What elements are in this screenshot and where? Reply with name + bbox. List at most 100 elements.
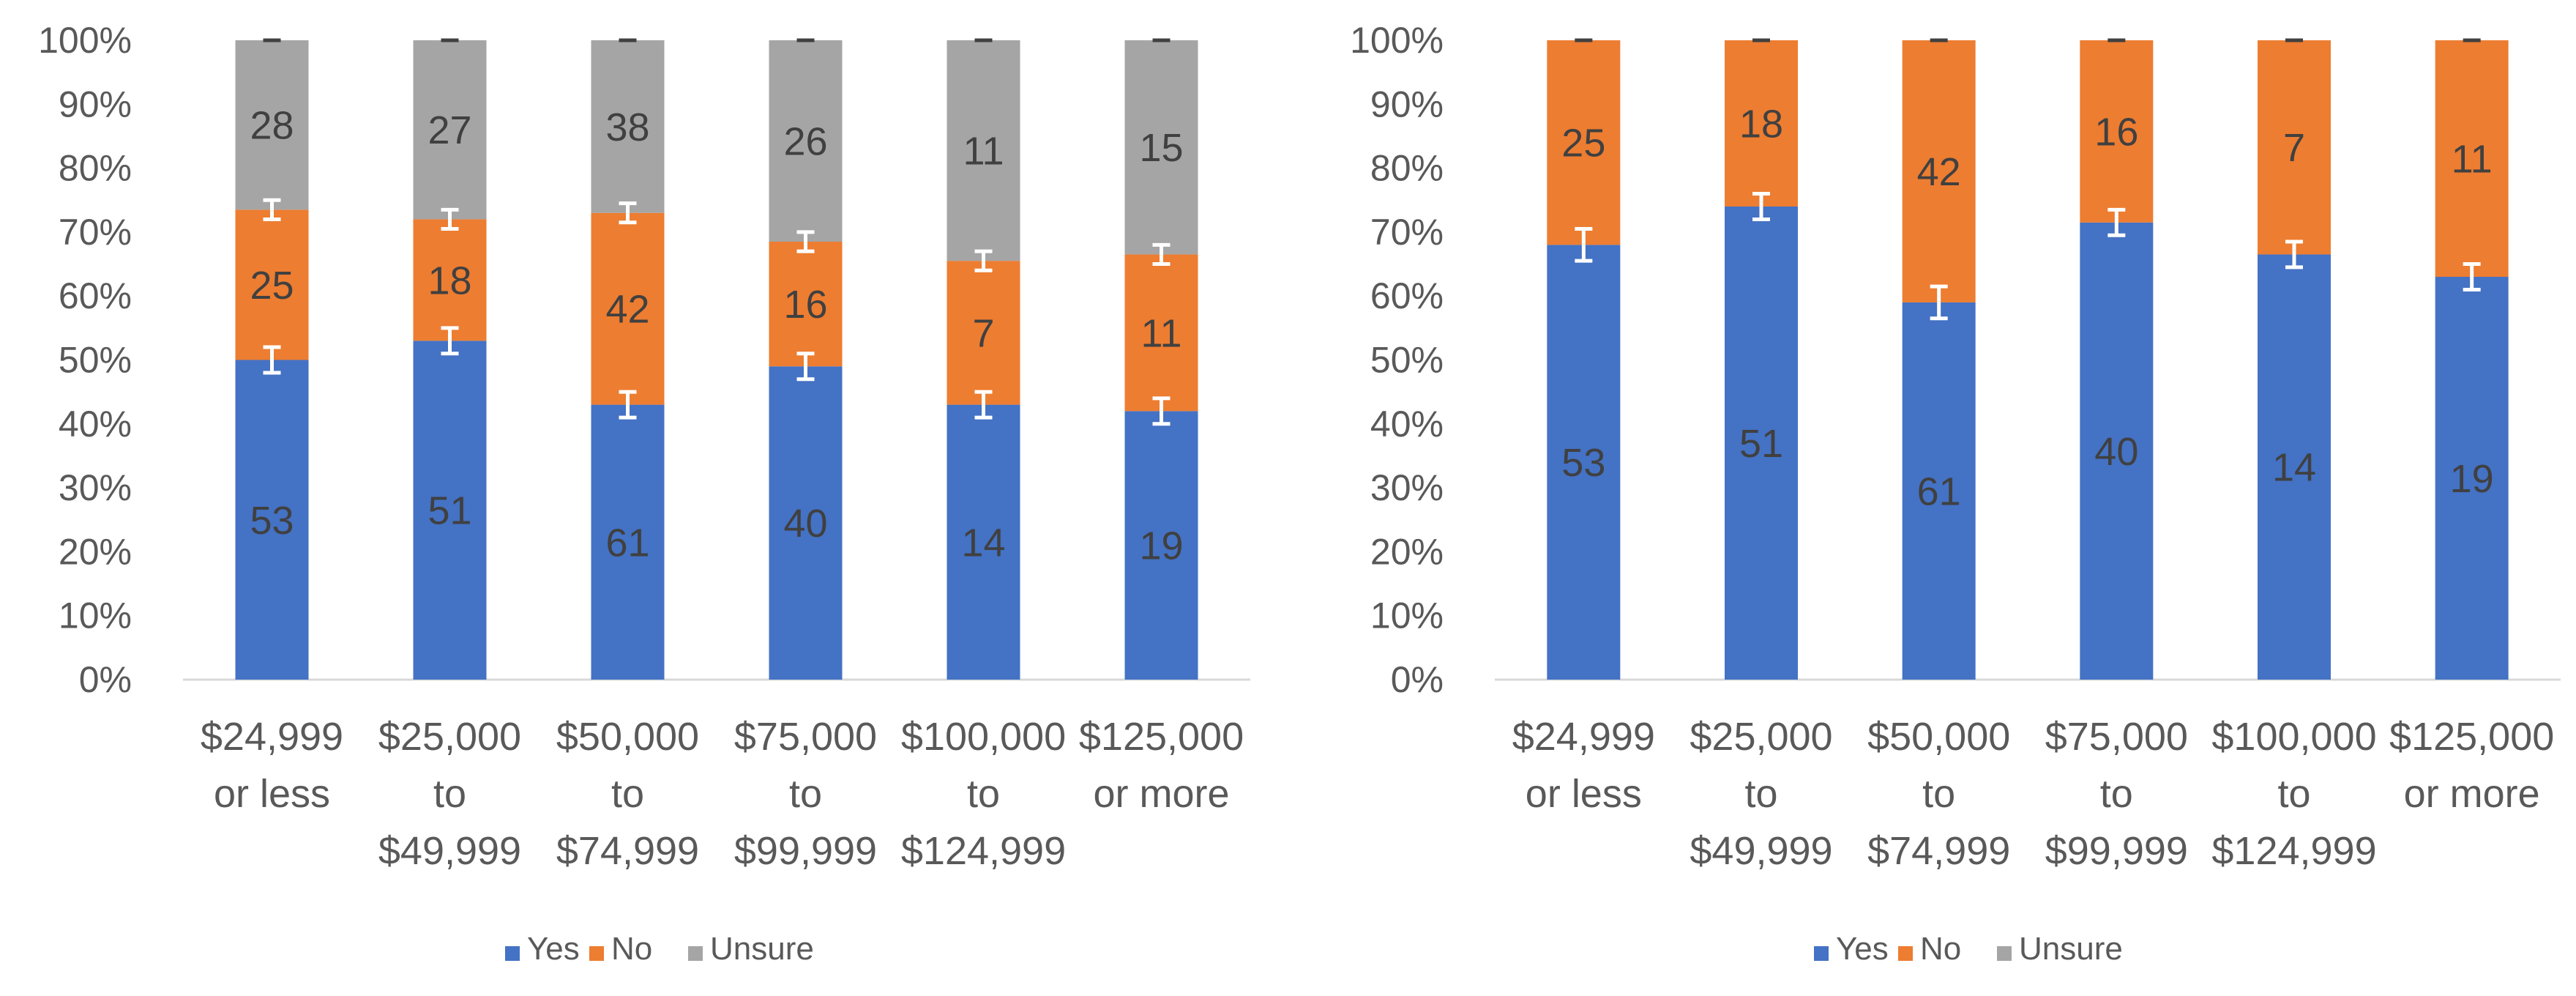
- category-label: $24,999: [201, 715, 343, 759]
- legend-swatch-yes: [1814, 946, 1829, 961]
- bar-no-4: [769, 241, 843, 367]
- bar-unsure-6: [1124, 40, 1198, 255]
- category-label: to: [611, 772, 644, 816]
- bar-no-5: [947, 261, 1020, 405]
- error-bar: [619, 201, 637, 225]
- bar-yes-1: [235, 360, 309, 680]
- bar-no-2: [413, 219, 487, 341]
- category-label: $49,999: [378, 829, 521, 873]
- data-label-unsure: 26: [783, 119, 827, 163]
- legend-label-unsure: Unsure: [710, 931, 814, 967]
- bar-yes-4: [769, 366, 843, 680]
- chart-2: 0% 10% 20% 30% 40% 50% 60% 70% 80% 90% 100% 53 25 $24…: [1350, 20, 2561, 967]
- error-bar: [796, 352, 815, 382]
- data-label-unsure: 11: [963, 130, 1004, 174]
- data-label-no: 7: [972, 311, 994, 355]
- data-label-unsure: 38: [605, 105, 649, 149]
- category-label: $74,999: [1867, 829, 2010, 873]
- category-label: $75,000: [2045, 715, 2188, 759]
- category-label: or less: [1526, 772, 1642, 816]
- data-label-yes: 14: [961, 521, 1005, 565]
- y-tick-label: 40%: [59, 404, 132, 445]
- chart-1: 0% 10% 20% 30% 40% 50% 60% 70% 80% 90% 100% 53 25 28 $…: [38, 20, 1250, 967]
- bar-yes-3: [591, 404, 665, 680]
- category-label: $99,999: [734, 829, 877, 873]
- category-label: $24,999: [1512, 715, 1655, 759]
- bar-unsure-2: [413, 40, 487, 220]
- data-label-yes: 19: [2450, 457, 2494, 501]
- data-label-no: 7: [2283, 126, 2305, 170]
- category-label: $75,000: [734, 715, 877, 759]
- bar-yes-6: [1124, 411, 1198, 680]
- category-label: or more: [2404, 772, 2540, 816]
- category-label: to: [433, 772, 466, 816]
- data-label-unsure: 27: [428, 108, 471, 152]
- error-bar: [2108, 207, 2126, 237]
- category-label: to: [967, 772, 1000, 816]
- error-bar: [1752, 192, 1770, 221]
- bar-yes-5: [2258, 254, 2331, 680]
- data-label-no: 11: [2452, 138, 2493, 182]
- category-label: or more: [1093, 772, 1229, 816]
- bar-yes-5: [947, 404, 1020, 680]
- data-label-no: 11: [1140, 311, 1181, 355]
- bar-unsure-3: [591, 40, 665, 213]
- bar-yes-1: [1547, 245, 1621, 680]
- category-label: or less: [214, 772, 330, 816]
- y-tick-label: 70%: [59, 212, 132, 253]
- data-label-yes: 61: [605, 521, 649, 565]
- y-tick-label: 60%: [59, 275, 132, 316]
- data-label-no: 16: [2094, 110, 2138, 154]
- category-label: to: [1744, 772, 1777, 816]
- bar-no-5: [2258, 40, 2331, 255]
- data-label-unsure: 28: [250, 104, 294, 148]
- bar-unsure-5: [947, 40, 1020, 261]
- error-bar: [1575, 227, 1593, 263]
- legend-label-no: No: [1920, 931, 1961, 967]
- bar-no-6: [1124, 254, 1198, 412]
- y-tick-label: 100%: [1350, 20, 1444, 61]
- category-label: $50,000: [556, 715, 699, 759]
- category-label: $25,000: [378, 715, 521, 759]
- category-label: $25,000: [1690, 715, 1832, 759]
- error-bar: [2463, 262, 2481, 291]
- y-tick-label: 70%: [1370, 212, 1444, 253]
- y-tick-label: 20%: [1370, 531, 1444, 572]
- category-label: $124,999: [2211, 829, 2376, 873]
- bar-yes-3: [1902, 302, 1976, 680]
- bar-no-6: [2435, 40, 2509, 278]
- data-label-no: 42: [605, 288, 649, 332]
- bar-no-1: [235, 209, 309, 360]
- data-label-yes: 19: [1139, 524, 1183, 568]
- y-tick-label: 60%: [1370, 275, 1444, 316]
- error-bar: [1152, 396, 1171, 426]
- data-label-yes: 53: [250, 499, 294, 543]
- y-tick-label: 10%: [1370, 595, 1444, 636]
- data-label-unsure: 15: [1139, 126, 1183, 170]
- category-label: to: [2277, 772, 2310, 816]
- y-tick-label: 0%: [1391, 659, 1444, 700]
- data-label-yes: 14: [2272, 446, 2316, 490]
- data-label-yes: 61: [1917, 469, 1961, 513]
- data-label-no: 18: [1739, 102, 1783, 146]
- y-tick-label: 40%: [1370, 404, 1444, 445]
- category-label: $49,999: [1690, 829, 1832, 873]
- error-bar: [974, 390, 993, 420]
- legend-swatch-yes: [505, 946, 520, 961]
- category-label: $100,000: [2211, 715, 2376, 759]
- error-bar: [441, 326, 459, 356]
- category-label: $74,999: [556, 829, 699, 873]
- y-tick-label: 50%: [59, 340, 132, 381]
- data-label-yes: 40: [783, 502, 827, 546]
- category-label: to: [1922, 772, 1955, 816]
- data-label-no: 16: [783, 283, 827, 327]
- category-label: $125,000: [2389, 715, 2554, 759]
- bar-no-4: [2080, 40, 2154, 223]
- y-tick-label: 80%: [59, 148, 132, 189]
- legend-swatch-no: [589, 946, 604, 961]
- error-bar: [1930, 284, 1948, 321]
- error-bar: [619, 390, 637, 420]
- category-label: to: [789, 772, 822, 816]
- bar-yes-4: [2080, 222, 2154, 680]
